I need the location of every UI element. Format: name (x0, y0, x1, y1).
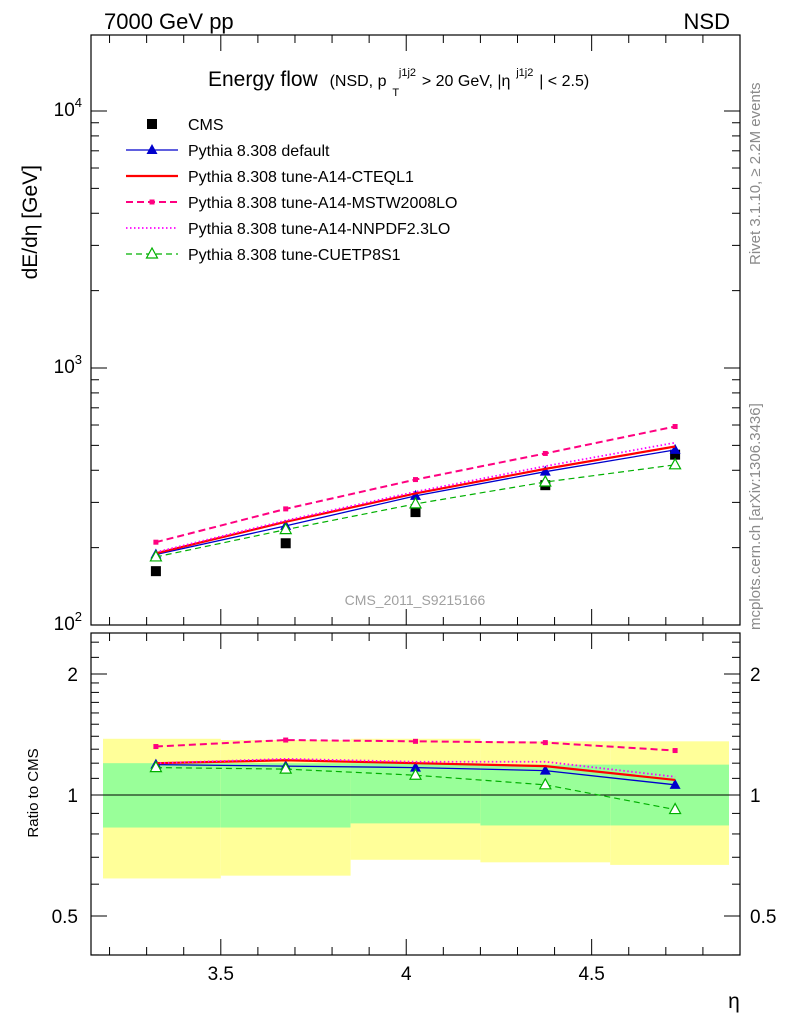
collision-energy-label: 7000 GeV pp (104, 9, 234, 34)
ratio-y-tick-label: 1 (67, 786, 78, 807)
main-series-3 (153, 424, 678, 545)
legend-label-3: Pythia 8.308 tune-A14-MSTW2008LO (188, 195, 457, 212)
ratio-series-4-point-0 (149, 760, 163, 773)
main-series-4 (155, 441, 676, 554)
ratio-series-4 (149, 760, 682, 815)
title-detail-sup-1: j1j2 (398, 67, 416, 79)
ratio-series-4-point-1 (279, 761, 293, 774)
ratio-series-2-point-0 (153, 744, 159, 750)
legend-swatch-marker-5 (145, 246, 159, 259)
main-series-3-point-2 (413, 477, 418, 483)
ratio-uncertainty-bands (91, 738, 740, 879)
ratio-series-1 (155, 759, 676, 782)
legend: CMS Pythia 8.308 default Pythia 8.308 tune… (126, 117, 457, 264)
x-axis-label: η (728, 990, 740, 1013)
main-y-tick-label: 104 (54, 95, 82, 121)
legend-entry-3: Pythia 8.308 tune-A14-MSTW2008LO (126, 195, 457, 212)
ratio-series-group (149, 737, 682, 815)
ratio-series-2-point-1 (283, 737, 289, 743)
ratio-series-3-line (155, 757, 676, 778)
x-tick-label: 3.5 (208, 964, 234, 985)
main-series-0-point-0 (150, 566, 161, 577)
main-series-2 (155, 445, 676, 555)
legend-label-5: Pythia 8.308 tune-CUETP8S1 (188, 247, 401, 264)
ratio-series-4-point-4 (668, 802, 682, 815)
title-detail-2: > 20 GeV, |η (422, 73, 511, 90)
main-series-0 (150, 449, 681, 577)
analysis-id-watermark: CMS_2011_S9215166 (345, 592, 486, 608)
main-panel-frame (90, 34, 741, 626)
main-series-5-point-4 (668, 457, 682, 470)
main-series-5-point-3 (538, 474, 552, 487)
ratio-y-tick-label-right: 1 (750, 786, 761, 807)
ratio-series-4-point-3 (538, 777, 552, 790)
main-series-5 (149, 457, 682, 562)
ratio-series-4-line (155, 766, 676, 811)
axis-ticks (91, 35, 741, 956)
process-label: NSD (684, 9, 730, 34)
legend-label-0: CMS (188, 117, 224, 134)
ratio-panel-frame (90, 632, 741, 956)
main-series-2-line (155, 445, 676, 555)
legend-entry-2: Pythia 8.308 tune-A14-CTEQL1 (126, 169, 414, 186)
chart-title-main: Energy flow (208, 68, 319, 91)
main-series-0-point-4 (670, 449, 681, 460)
ratio-y-tick-label-right: 2 (750, 665, 761, 686)
main-series-3-point-3 (542, 450, 548, 456)
main-series-5-point-0 (149, 549, 163, 562)
mcplots-reference-label: mcplots.cern.ch [arXiv:1306.3436] (747, 403, 764, 630)
main-series-3-line (155, 425, 676, 544)
title-detail-3: | < 2.5) (539, 73, 589, 90)
main-series-1-point-3 (539, 465, 551, 476)
title-detail-sup-2: j1j2 (515, 67, 533, 79)
main-y-tick-label: 103 (54, 352, 82, 378)
ratio-series-0-point-2 (410, 761, 421, 772)
ratio-series-2 (153, 737, 678, 754)
main-y-axis-label: dE/dη [GeV] (19, 165, 42, 279)
x-tick-label: 4.5 (578, 964, 604, 985)
main-series-group (149, 424, 682, 577)
title-detail-1: (NSD, p (330, 73, 387, 90)
ratio-series-0-point-3 (539, 764, 551, 775)
legend-swatch-marker-1 (146, 144, 158, 154)
legend-entry-4: Pythia 8.308 tune-A14-NNPDF2.3LO (126, 221, 450, 238)
legend-label-4: Pythia 8.308 tune-A14-NNPDF2.3LO (188, 221, 450, 238)
legend-label-1: Pythia 8.308 default (188, 143, 330, 160)
ratio-series-1-line (155, 759, 676, 782)
ratio-series-0-point-4 (669, 778, 681, 789)
legend-swatch-marker-3 (149, 199, 155, 205)
ratio-y-tick-label: 0.5 (52, 907, 78, 928)
main-series-4-line (155, 441, 676, 554)
main-series-5-point-1 (279, 522, 293, 535)
title-detail-sub-t: T (392, 87, 399, 99)
ratio-y-tick-label: 2 (67, 665, 78, 686)
legend-swatch-marker-0 (147, 119, 157, 129)
ratio-series-4-point-2 (408, 767, 423, 780)
chart-title: Energy flow (NSD, p T j1j2 > 20 GeV, |η … (208, 58, 589, 101)
legend-entry-5: Pythia 8.308 tune-CUETP8S1 (126, 246, 401, 264)
main-series-1-point-4 (669, 443, 681, 454)
x-tick-label: 4 (401, 964, 412, 985)
main-series-3-point-0 (153, 539, 159, 545)
legend-label-2: Pythia 8.308 tune-A14-CTEQL1 (188, 169, 414, 186)
ratio-series-3 (155, 757, 676, 778)
legend-entry-0: CMS (147, 117, 224, 134)
rivet-version-label: Rivet 3.1.10, ≥ 2.2M events (747, 83, 764, 266)
main-series-3-point-1 (283, 506, 289, 512)
ratio-y-axis-label: Ratio to CMS (25, 748, 42, 837)
ratio-series-2-point-2 (413, 738, 418, 744)
main-series-0-point-1 (280, 538, 291, 549)
axis-tick-labels: 102 103 104 0.5 0.5 1 1 2 2 3.5 4 4.5 (52, 95, 777, 985)
main-series-3-point-4 (672, 424, 678, 430)
legend-entry-1: Pythia 8.308 default (126, 143, 330, 160)
ratio-series-2-point-4 (672, 748, 678, 754)
main-y-tick-label: 102 (54, 609, 82, 635)
ratio-y-tick-label-right: 0.5 (750, 907, 776, 928)
main-series-1-point-2 (410, 489, 421, 500)
main-series-5-point-2 (408, 496, 423, 509)
main-series-0-point-2 (410, 507, 421, 518)
ratio-series-2-point-3 (542, 740, 548, 746)
